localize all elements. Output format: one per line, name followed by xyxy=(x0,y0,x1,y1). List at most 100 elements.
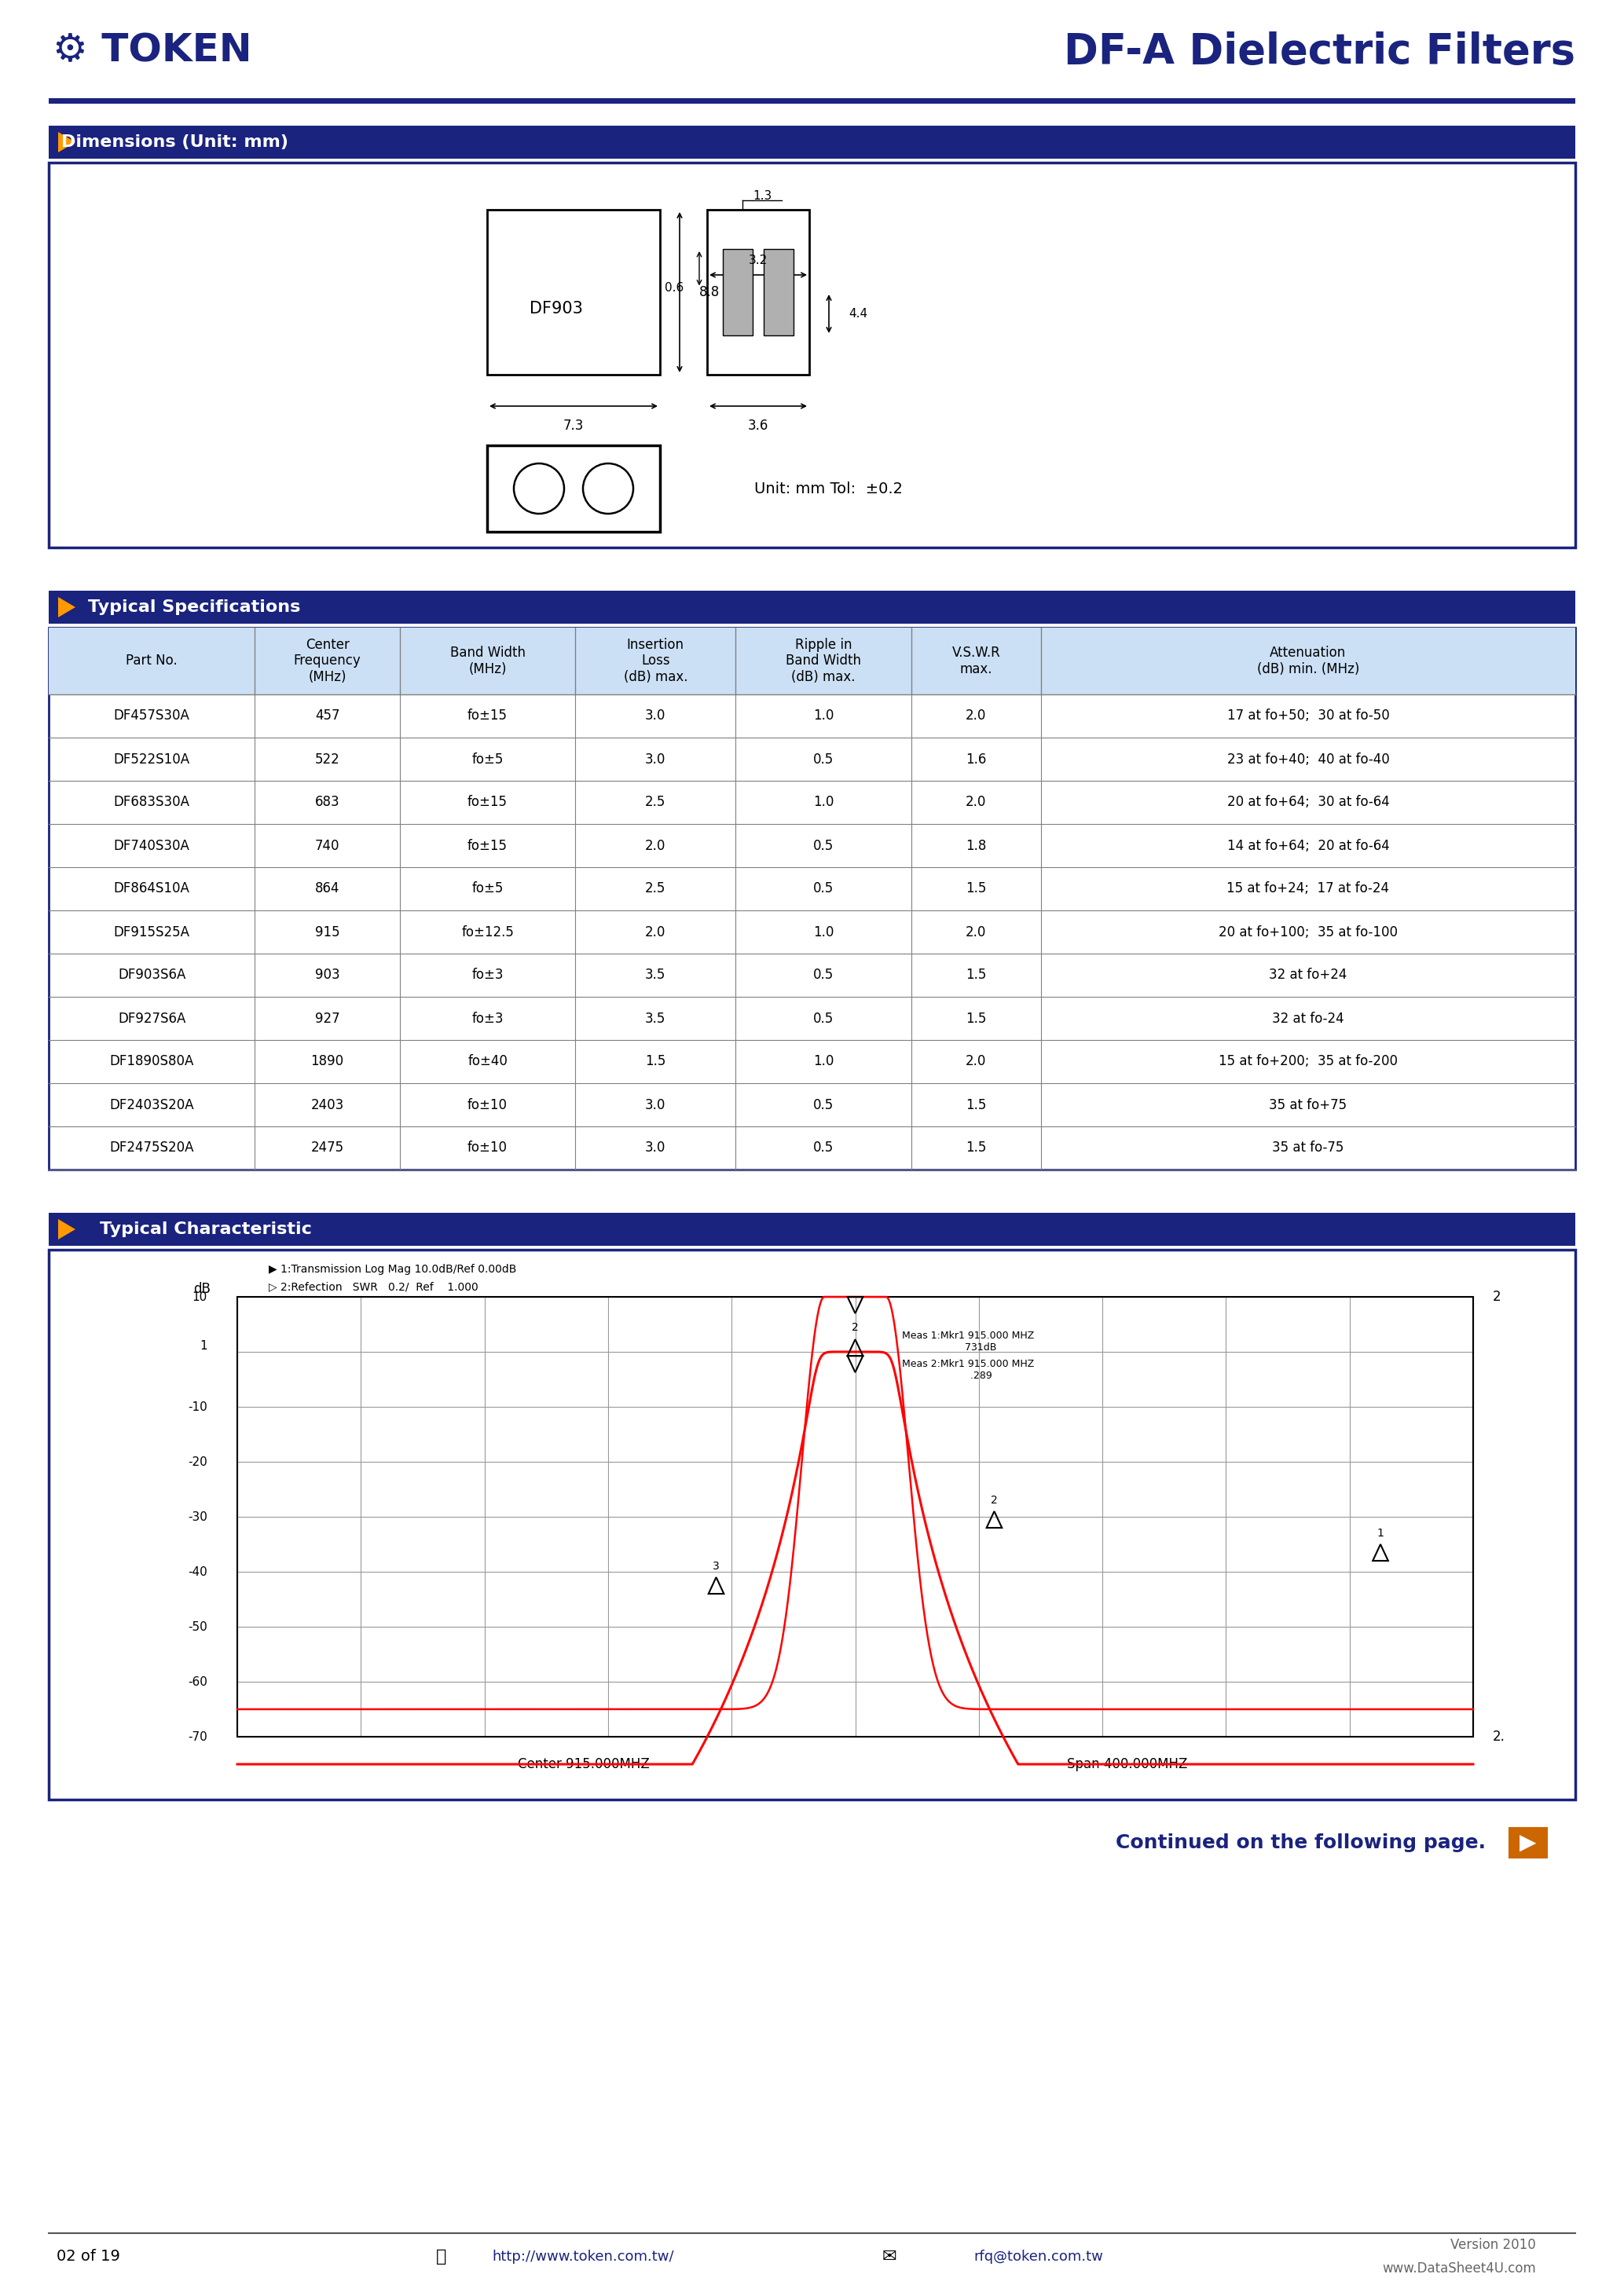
Text: 35 at fo-75: 35 at fo-75 xyxy=(1272,1141,1345,1155)
Text: 02 of 19: 02 of 19 xyxy=(57,2250,120,2264)
Text: 1890: 1890 xyxy=(310,1054,344,1068)
Text: 32 at fo-24: 32 at fo-24 xyxy=(1272,1010,1345,1026)
Text: fo±15: fo±15 xyxy=(468,709,508,723)
Text: Unit: mm Tol:  ±0.2: Unit: mm Tol: ±0.2 xyxy=(754,482,903,496)
Text: 🏠: 🏠 xyxy=(437,2248,447,2264)
Text: 740: 740 xyxy=(315,838,339,852)
Text: 927: 927 xyxy=(315,1010,339,1026)
Text: fo±15: fo±15 xyxy=(468,794,508,810)
Text: 23 at fo+40;  40 at fo-40: 23 at fo+40; 40 at fo-40 xyxy=(1226,753,1390,767)
Text: DF864S10A: DF864S10A xyxy=(114,882,190,895)
Text: DF740S30A: DF740S30A xyxy=(114,838,190,852)
Text: 15 at fo+24;  17 at fo-24: 15 at fo+24; 17 at fo-24 xyxy=(1226,882,1390,895)
Text: Ripple in
Band Width
(dB) max.: Ripple in Band Width (dB) max. xyxy=(786,638,861,684)
Bar xyxy=(49,99,1575,103)
Text: DF457S30A: DF457S30A xyxy=(114,709,190,723)
Text: Span 400.000MHZ: Span 400.000MHZ xyxy=(1067,1756,1187,1770)
Text: DF903: DF903 xyxy=(529,301,583,317)
Text: 903: 903 xyxy=(315,969,339,983)
Text: DF1890S80A: DF1890S80A xyxy=(109,1054,193,1068)
Bar xyxy=(49,163,1575,546)
Text: 0.5: 0.5 xyxy=(814,1010,833,1026)
Text: Insertion
Loss
(dB) max.: Insertion Loss (dB) max. xyxy=(624,638,687,684)
Text: fo±5: fo±5 xyxy=(471,753,503,767)
Bar xyxy=(49,1212,1575,1247)
Text: Meas 1:Mkr1 915.000 MHZ
        731dB: Meas 1:Mkr1 915.000 MHZ 731dB xyxy=(903,1332,1034,1352)
Text: 2: 2 xyxy=(851,1322,859,1334)
Text: 1.5: 1.5 xyxy=(966,1097,986,1111)
Text: Typical Specifications: Typical Specifications xyxy=(88,599,300,615)
Text: 10: 10 xyxy=(192,1290,208,1302)
Text: ▷ 2:Refection   SWR   0.2/  Ref    1.000: ▷ 2:Refection SWR 0.2/ Ref 1.000 xyxy=(268,1281,479,1293)
Text: V.S.W.R
max.: V.S.W.R max. xyxy=(952,645,1000,677)
Text: 1.5: 1.5 xyxy=(966,1141,986,1155)
Text: 1.0: 1.0 xyxy=(814,794,833,810)
Text: 683: 683 xyxy=(315,794,339,810)
Text: -70: -70 xyxy=(188,1731,208,1743)
Text: 3.0: 3.0 xyxy=(645,1141,666,1155)
Text: Version 2010: Version 2010 xyxy=(1450,2239,1536,2252)
Text: 1.0: 1.0 xyxy=(814,1054,833,1068)
Bar xyxy=(49,126,1575,158)
Bar xyxy=(706,209,809,374)
Text: 2.0: 2.0 xyxy=(966,709,986,723)
Bar xyxy=(49,1249,1575,1800)
Text: 2: 2 xyxy=(1492,1290,1501,1304)
Text: DF927S6A: DF927S6A xyxy=(119,1010,185,1026)
Text: 1.5: 1.5 xyxy=(966,969,986,983)
Text: fo±3: fo±3 xyxy=(471,969,503,983)
Text: 1.5: 1.5 xyxy=(645,1054,666,1068)
Text: Dimensions (Unit: mm): Dimensions (Unit: mm) xyxy=(60,135,287,149)
Text: 0.5: 0.5 xyxy=(814,882,833,895)
Text: Attenuation
(dB) min. (MHz): Attenuation (dB) min. (MHz) xyxy=(1257,645,1359,677)
Bar xyxy=(49,627,1575,693)
Text: DF915S25A: DF915S25A xyxy=(114,925,190,939)
Text: 1.0: 1.0 xyxy=(814,709,833,723)
Bar xyxy=(487,209,659,374)
Text: 457: 457 xyxy=(315,709,339,723)
Text: DF-A Dielectric Filters: DF-A Dielectric Filters xyxy=(1064,32,1575,71)
Text: -60: -60 xyxy=(188,1676,208,1688)
Text: -50: -50 xyxy=(188,1621,208,1632)
Text: 1.5: 1.5 xyxy=(966,1010,986,1026)
Text: fo±10: fo±10 xyxy=(468,1141,508,1155)
Text: ▶: ▶ xyxy=(1520,1832,1536,1853)
Text: 3.0: 3.0 xyxy=(645,709,666,723)
Bar xyxy=(49,590,1575,625)
Polygon shape xyxy=(58,1219,75,1240)
Text: 2.5: 2.5 xyxy=(645,794,666,810)
Text: 3.6: 3.6 xyxy=(747,418,768,434)
Text: DF2475S20A: DF2475S20A xyxy=(109,1141,193,1155)
Text: Part No.: Part No. xyxy=(127,654,177,668)
Text: Center 915.000MHZ: Center 915.000MHZ xyxy=(518,1756,650,1770)
Text: 0.5: 0.5 xyxy=(814,1141,833,1155)
Text: Continued on the following page.: Continued on the following page. xyxy=(1116,1832,1486,1853)
Text: -30: -30 xyxy=(188,1511,208,1522)
Text: 1.5: 1.5 xyxy=(966,882,986,895)
Text: 2.: 2. xyxy=(1492,1729,1505,1743)
Text: 2.0: 2.0 xyxy=(966,1054,986,1068)
Text: dB: dB xyxy=(193,1281,211,1295)
Text: -10: -10 xyxy=(188,1401,208,1412)
Text: fo±10: fo±10 xyxy=(468,1097,508,1111)
Text: fo±3: fo±3 xyxy=(471,1010,503,1026)
Text: DF683S30A: DF683S30A xyxy=(114,794,190,810)
Text: 2.0: 2.0 xyxy=(645,838,666,852)
Text: Band Width
(MHz): Band Width (MHz) xyxy=(450,645,525,677)
Text: 2.0: 2.0 xyxy=(966,925,986,939)
Text: 20 at fo+64;  30 at fo-64: 20 at fo+64; 30 at fo-64 xyxy=(1226,794,1390,810)
Text: 864: 864 xyxy=(315,882,339,895)
Text: Typical Characteristic: Typical Characteristic xyxy=(99,1221,312,1238)
Text: http://www.token.com.tw/: http://www.token.com.tw/ xyxy=(492,2250,674,2264)
Text: 17 at fo+50;  30 at fo-50: 17 at fo+50; 30 at fo-50 xyxy=(1226,709,1390,723)
Text: fo±15: fo±15 xyxy=(468,838,508,852)
Text: 0.5: 0.5 xyxy=(814,969,833,983)
Text: ▶ 1:Transmission Log Mag 10.0dB/Ref 0.00dB: ▶ 1:Transmission Log Mag 10.0dB/Ref 0.00… xyxy=(268,1263,516,1274)
Text: rfq@token.com.tw: rfq@token.com.tw xyxy=(974,2250,1103,2264)
Text: 3.5: 3.5 xyxy=(645,969,666,983)
Text: 2: 2 xyxy=(991,1495,997,1506)
Text: 15 at fo+200;  35 at fo-200: 15 at fo+200; 35 at fo-200 xyxy=(1218,1054,1398,1068)
Text: 0.5: 0.5 xyxy=(814,753,833,767)
Text: 4.4: 4.4 xyxy=(848,308,867,319)
Text: 3.2: 3.2 xyxy=(749,255,768,266)
